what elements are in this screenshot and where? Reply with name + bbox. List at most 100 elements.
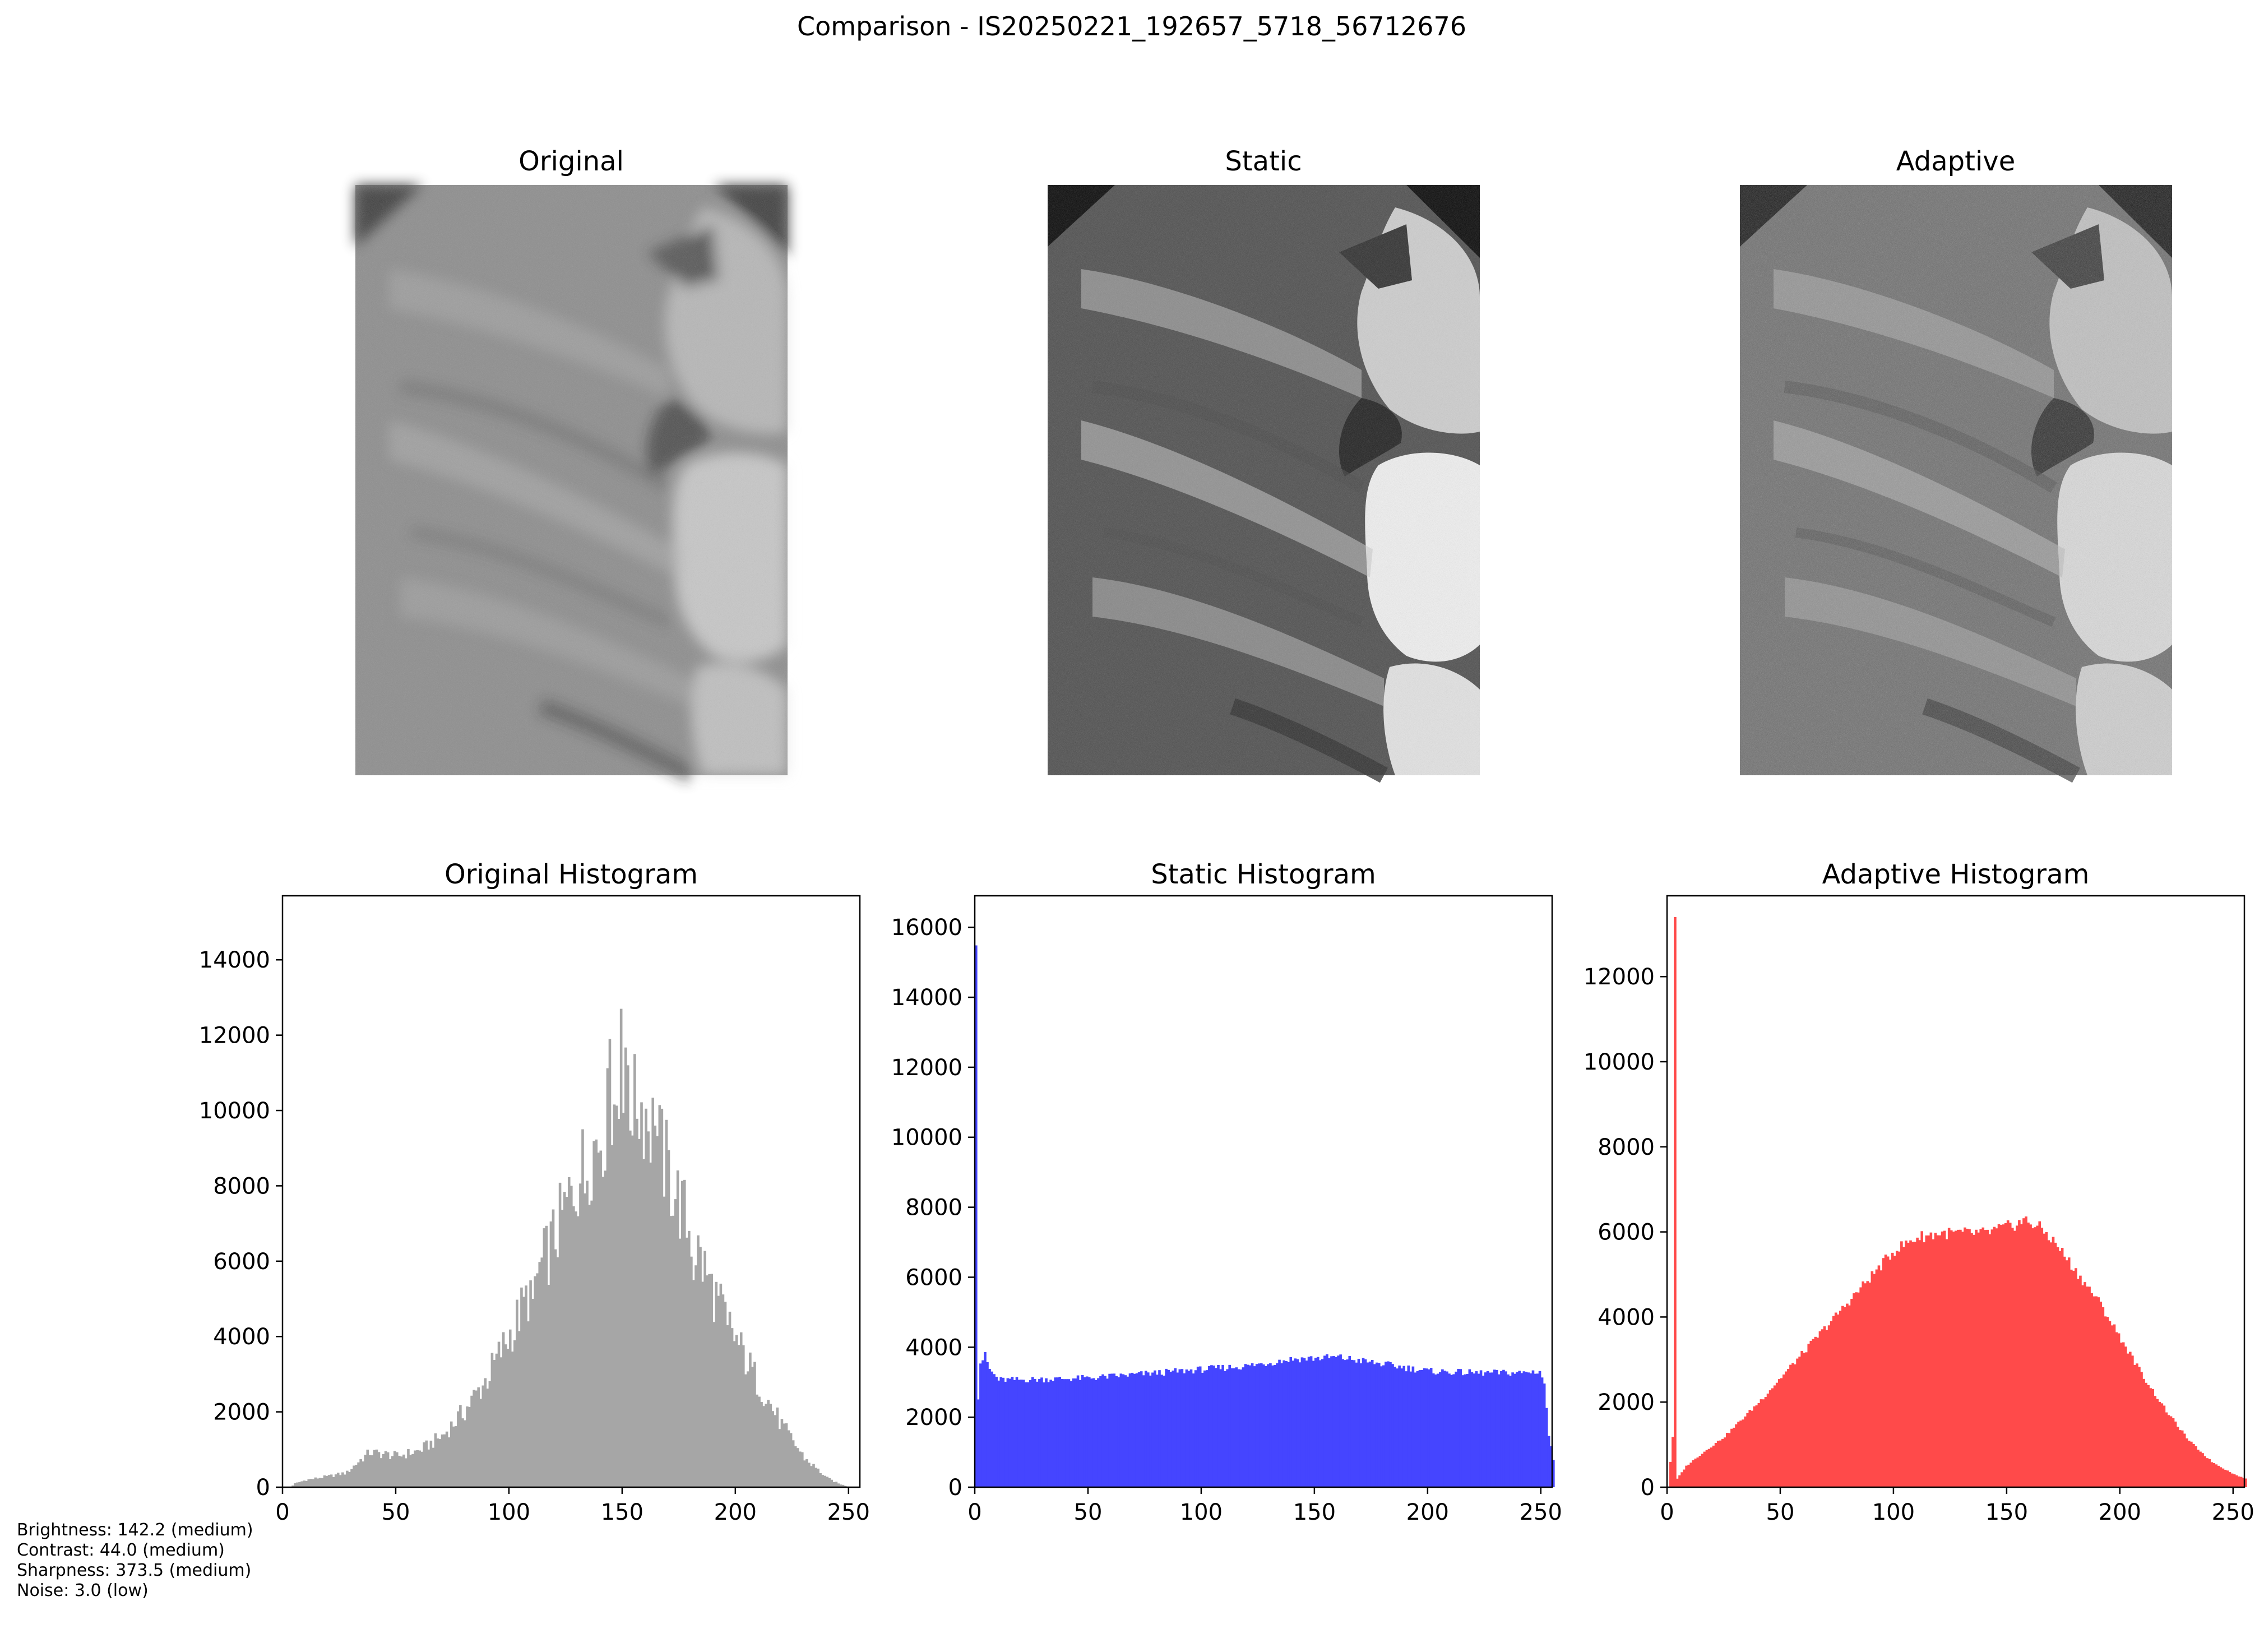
- histogram-bar: [577, 1216, 580, 1487]
- histogram-bar: [747, 1371, 749, 1487]
- histogram-bar: [1791, 1363, 1794, 1487]
- histogram-bar: [810, 1466, 813, 1487]
- histogram-bar: [744, 1374, 747, 1487]
- histogram-bar: [730, 1328, 734, 1487]
- histogram-bar: [473, 1390, 475, 1487]
- histogram-bar: [658, 1105, 661, 1487]
- histogram-bar: [2002, 1224, 2005, 1487]
- histogram-bar: [1787, 1369, 1790, 1487]
- histogram-bar: [735, 1335, 738, 1487]
- histogram-bar: [1099, 1376, 1102, 1487]
- histogram-bar: [1794, 1364, 1797, 1487]
- histogram-bar: [2034, 1227, 2036, 1487]
- histogram-bar: [1119, 1373, 1123, 1487]
- y-tick-label: 0: [256, 1475, 270, 1501]
- histogram-bar: [529, 1280, 532, 1487]
- histogram-bar: [1943, 1230, 1946, 1487]
- histogram-bar: [1144, 1371, 1147, 1487]
- histogram-bar: [710, 1274, 714, 1487]
- histogram-bar: [642, 1159, 645, 1487]
- histogram-bar: [294, 1483, 297, 1487]
- histogram-bar: [1825, 1330, 1828, 1487]
- histogram-bar: [1536, 1373, 1539, 1487]
- histogram-bar: [1507, 1374, 1510, 1487]
- histogram-bar: [1945, 1239, 1948, 1487]
- histogram-bar: [1934, 1233, 1937, 1487]
- histogram-bar: [1692, 1460, 1695, 1487]
- histogram-bar: [767, 1400, 770, 1487]
- histogram-bar: [464, 1420, 466, 1487]
- histogram-bar: [1368, 1361, 1372, 1487]
- histogram-bar: [1783, 1374, 1785, 1487]
- histogram-bar: [1180, 1369, 1184, 1487]
- histogram-bar: [597, 1153, 600, 1487]
- histogram-bar: [1859, 1287, 1862, 1487]
- histogram-bar: [1925, 1235, 1928, 1487]
- histogram-bar: [1201, 1372, 1204, 1487]
- histogram-bar: [2069, 1269, 2073, 1487]
- y-tick-label: 12000: [1584, 964, 1655, 990]
- histogram-bar: [1380, 1366, 1383, 1487]
- histogram-bar: [1040, 1377, 1043, 1487]
- histogram-bar: [1303, 1358, 1306, 1487]
- histogram-bar: [341, 1472, 344, 1487]
- histogram-bar: [531, 1299, 534, 1487]
- y-tick-label: 10000: [1584, 1049, 1655, 1075]
- histogram-bar: [570, 1186, 573, 1487]
- histogram-bar: [1502, 1369, 1505, 1487]
- histogram-bar: [2203, 1456, 2206, 1487]
- x-tick-label: 0: [967, 1500, 981, 1525]
- histogram-bar: [1158, 1370, 1161, 1487]
- histogram-bar: [1085, 1376, 1089, 1487]
- histogram-bar: [314, 1477, 317, 1487]
- histogram-bar: [651, 1098, 655, 1487]
- histogram-bar: [1020, 1380, 1023, 1487]
- y-tick-label: 2000: [1598, 1390, 1655, 1415]
- histogram-bar: [325, 1475, 328, 1487]
- histogram-bar: [2081, 1285, 2084, 1487]
- histogram-bar: [1344, 1360, 1347, 1487]
- histogram-bar: [728, 1311, 731, 1487]
- histogram-bar: [1723, 1437, 1726, 1487]
- histogram-bar: [2099, 1302, 2103, 1487]
- histogram-bar: [1036, 1381, 1039, 1487]
- histogram-bar: [830, 1479, 834, 1487]
- histogram-axes-frame: [1666, 895, 2246, 1488]
- histogram-bar: [1038, 1379, 1041, 1487]
- histogram-bar: [712, 1322, 716, 1487]
- histogram-bar: [1461, 1375, 1465, 1487]
- histogram-bar: [1730, 1428, 1733, 1487]
- histogram-bar: [1527, 1372, 1530, 1487]
- histogram-bar: [1026, 1382, 1030, 1487]
- histogram-bar: [1321, 1359, 1324, 1487]
- histogram-bar: [2237, 1476, 2240, 1487]
- histogram-bar: [527, 1321, 530, 1487]
- histogram-bar: [2138, 1367, 2141, 1487]
- histogram-bar: [1493, 1369, 1496, 1487]
- histogram-bar: [2038, 1221, 2041, 1487]
- histogram-bar: [726, 1325, 729, 1487]
- histogram-bar: [1054, 1377, 1057, 1487]
- histogram-bar: [1844, 1307, 1846, 1487]
- histogram-bar: [1446, 1371, 1448, 1487]
- histogram-bar: [350, 1469, 353, 1487]
- histogram-bar: [1076, 1375, 1080, 1487]
- histogram-bar: [1979, 1229, 1983, 1487]
- histogram-bar: [683, 1179, 686, 1487]
- histogram-bar: [2029, 1224, 2032, 1487]
- histogram-bar: [724, 1302, 727, 1487]
- histogram-bar: [1149, 1375, 1152, 1487]
- histogram-bar: [672, 1215, 675, 1487]
- histogram-bar: [1886, 1256, 1890, 1487]
- histogram-bar: [1208, 1366, 1211, 1487]
- histogram-bar: [1097, 1378, 1100, 1487]
- y-tick-label: 10000: [199, 1098, 270, 1124]
- histogram-bar: [2090, 1293, 2093, 1487]
- histogram-bar: [1936, 1235, 1939, 1487]
- histogram-bar: [2194, 1446, 2197, 1487]
- histogram-bar: [1780, 1378, 1783, 1487]
- histogram-bar: [1911, 1242, 1914, 1487]
- histogram-bar: [1198, 1366, 1202, 1487]
- histogram-bar: [1291, 1361, 1295, 1487]
- original-histogram-panel: 0 50 100 150 200 250 0 2000 4000 6000 8000 10000 120…: [199, 859, 870, 1525]
